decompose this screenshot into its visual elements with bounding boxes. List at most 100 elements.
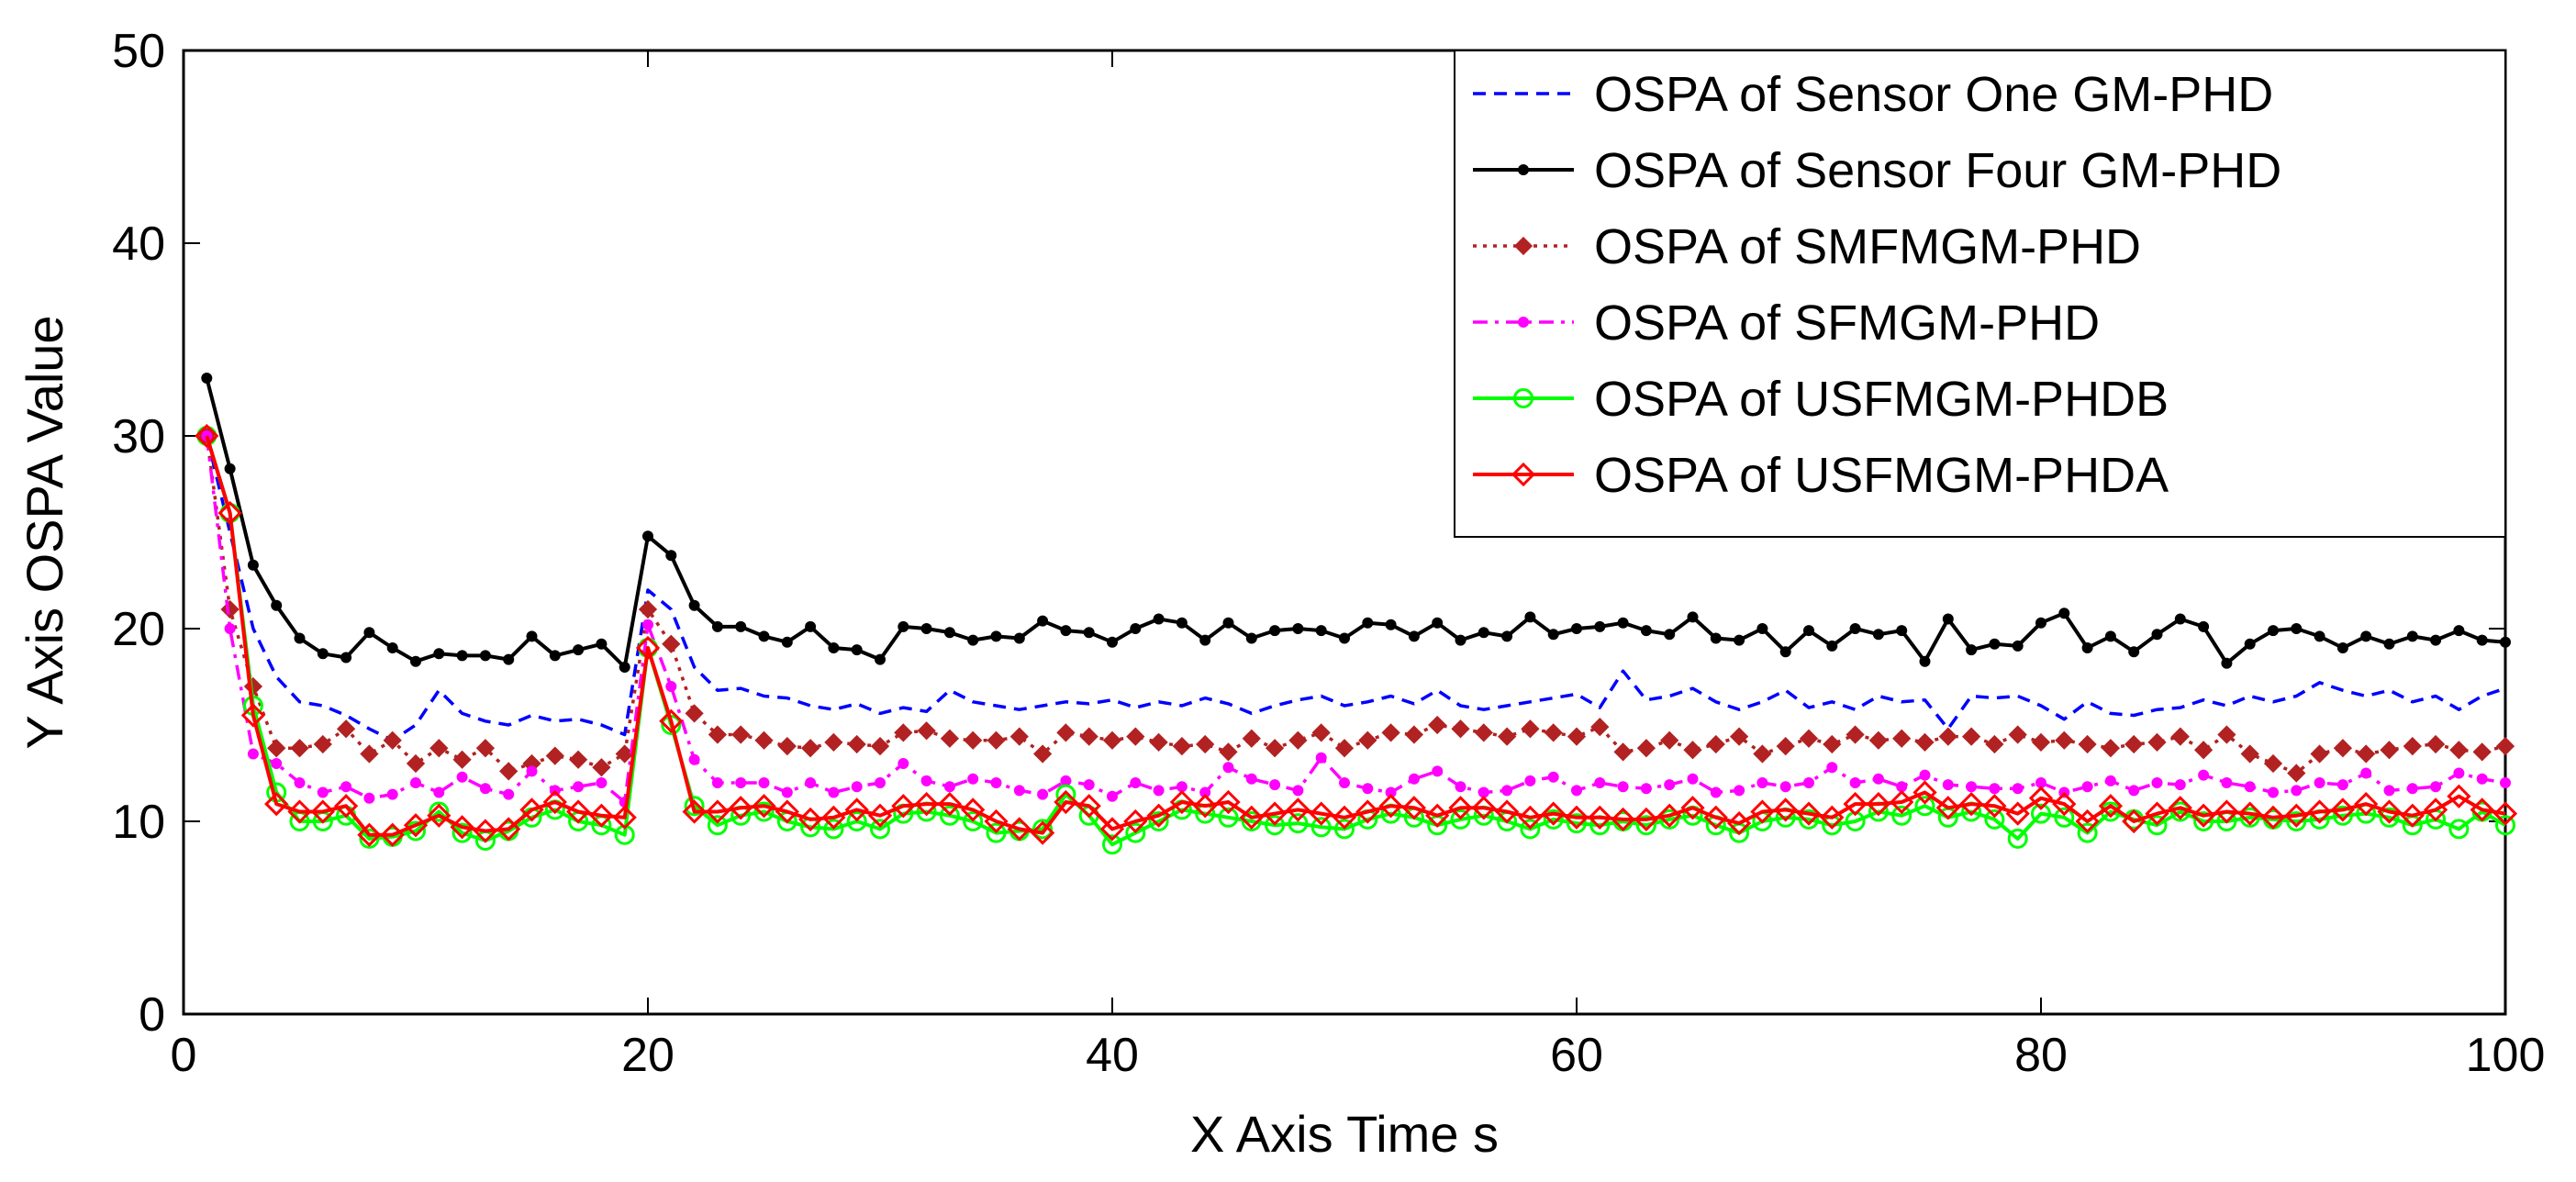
data-point (1037, 615, 1049, 627)
data-point (1687, 611, 1699, 623)
data-point (1750, 799, 1775, 824)
data-point (450, 815, 474, 840)
data-point (2031, 803, 2051, 824)
data-point (735, 620, 747, 632)
data-point (2380, 741, 2399, 760)
data-point (2077, 822, 2098, 843)
data-point (1826, 762, 1838, 774)
data-point (1193, 794, 1218, 819)
data-point (1432, 765, 1444, 777)
data-point (1060, 625, 1072, 637)
data-point (1471, 796, 1496, 820)
data-point (1288, 813, 1309, 834)
data-point (2098, 794, 2124, 819)
data-point (1779, 646, 1791, 658)
data-point (684, 796, 705, 817)
legend-item: OSPA of Sensor One GM-PHD (1473, 67, 2273, 122)
data-point (247, 559, 259, 571)
data-point (1843, 791, 1868, 817)
data-point (1355, 799, 1380, 824)
data-point (290, 739, 309, 758)
data-point (2174, 613, 2186, 625)
data-point (2336, 642, 2348, 653)
data-point (1030, 820, 1055, 845)
data-point (805, 777, 817, 788)
legend-marker (1518, 164, 1529, 175)
data-point (1710, 786, 1722, 798)
legend-marker (1518, 317, 1529, 328)
data-point (2028, 786, 2054, 810)
data-point (406, 753, 426, 774)
data-point (1265, 815, 1286, 836)
data-point (1478, 627, 1489, 639)
data-point (2406, 630, 2418, 642)
data-point (1872, 629, 1884, 641)
data-point (340, 652, 352, 663)
data-point (410, 655, 421, 667)
data-point (2124, 734, 2144, 754)
data-point (1594, 620, 1606, 632)
data-point (519, 797, 544, 822)
data-point (1703, 805, 1728, 830)
axis-ticks: 0 20 40 60 80 100 0 10 20 30 40 50 (112, 25, 2545, 1082)
data-point (1776, 736, 1795, 756)
data-point (2448, 819, 2470, 840)
data-point (2360, 767, 2372, 779)
series-4 (201, 430, 2511, 808)
data-point (2268, 786, 2279, 798)
data-point (824, 732, 843, 753)
data-point (1961, 727, 1981, 746)
data-point (1640, 783, 1652, 795)
data-point (568, 750, 588, 769)
data-point (2425, 734, 2446, 754)
data-point (800, 739, 820, 758)
data-point (473, 819, 498, 843)
data-point (731, 725, 751, 744)
data-point (429, 739, 449, 758)
x-tick-label: 60 (1550, 1029, 1603, 1082)
data-point (1564, 805, 1589, 830)
data-point (1617, 781, 1629, 793)
data-point (1381, 723, 1400, 742)
data-point (542, 789, 567, 815)
legend: OSPA of Sensor One GM-PHD OSPA of Sensor … (1454, 50, 2506, 538)
data-point (805, 620, 817, 632)
legend-items: OSPA of Sensor One GM-PHD OSPA of Sensor … (1473, 67, 2281, 503)
data-point (1176, 617, 1188, 629)
data-point (2198, 769, 2210, 781)
data-point (2058, 608, 2070, 619)
data-point (1779, 781, 1791, 793)
data-point (984, 808, 1009, 834)
data-point (503, 653, 515, 665)
data-point (2031, 732, 2051, 753)
data-point (406, 820, 426, 842)
series-line (205, 435, 2506, 742)
data-point (1706, 734, 1725, 754)
series-1 (205, 435, 2506, 742)
x-tick-label: 20 (621, 1029, 675, 1082)
data-point (851, 781, 863, 793)
data-point (1756, 623, 1768, 634)
data-point (496, 817, 521, 842)
data-point (964, 730, 983, 750)
data-point (1567, 727, 1587, 746)
data-point (1310, 817, 1332, 838)
data-point (1982, 794, 2007, 819)
data-point (1915, 732, 1935, 753)
data-point (642, 530, 653, 542)
data-point (2151, 629, 2163, 641)
data-point (271, 599, 283, 611)
data-point (1107, 636, 1118, 648)
data-point (1455, 634, 1466, 646)
data-point (1056, 723, 1076, 742)
data-point (1680, 796, 1705, 820)
series-line (205, 435, 2506, 804)
data-point (711, 777, 723, 788)
data-point (688, 753, 700, 765)
data-point (1640, 625, 1652, 637)
data-point (729, 796, 753, 820)
data-point (1919, 769, 1931, 781)
data-point (753, 801, 775, 822)
